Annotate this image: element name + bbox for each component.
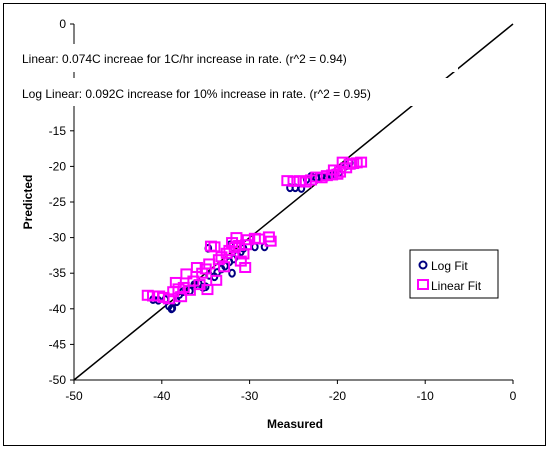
linear-fit-point — [220, 247, 233, 259]
x-tick-label: -10 — [417, 389, 435, 403]
points-layer — [141, 156, 368, 314]
linear-fit-point — [293, 175, 306, 187]
log-fit-point — [228, 268, 236, 278]
series-linear-fit — [141, 156, 368, 305]
y-tick-label: -40 — [49, 302, 67, 316]
legend-linear-fit-label: Linear Fit — [431, 279, 482, 293]
linear-fit-point — [218, 261, 231, 273]
x-tick-label: -50 — [65, 389, 83, 403]
linear-fit-point — [327, 164, 340, 176]
y-tick-label: -20 — [49, 159, 67, 173]
linear-fit-point — [177, 281, 190, 293]
y-tick-label: -25 — [49, 195, 67, 209]
chart-frame — [3, 3, 546, 446]
y-tick-label: -15 — [49, 124, 67, 138]
y-tick-label: -30 — [49, 231, 67, 245]
annotation-layer: Linear: 0.074C increae for 1C/hr increas… — [18, 44, 458, 106]
x-tick-label: 0 — [510, 389, 517, 403]
linear-fit-point — [230, 232, 243, 244]
linear-fit-point — [180, 268, 193, 280]
linear-fit-point — [208, 241, 221, 253]
legend-log-fit-label: Log Fit — [431, 259, 468, 273]
annotation-bg-2 — [18, 78, 458, 106]
x-tick-label: -40 — [153, 389, 171, 403]
linear-fit-point — [355, 156, 368, 168]
y-axis-label: Predicted — [21, 175, 35, 230]
annotation-bg-1 — [18, 44, 458, 72]
linear-fit-point — [201, 284, 214, 296]
linear-fit-point — [264, 235, 277, 247]
x-tick-label: -20 — [329, 389, 347, 403]
annotation-log-linear: Log Linear: 0.092C increase for 10% incr… — [22, 87, 371, 101]
linear-fit-point — [287, 175, 300, 187]
one-to-one-line — [73, 23, 514, 381]
y-tick-label: 0 — [59, 17, 66, 31]
y-tick-label: -35 — [49, 266, 67, 280]
linear-fit-point — [210, 274, 223, 286]
legend-linear-fit-marker — [417, 279, 429, 290]
x-axis-label: Measured — [267, 417, 323, 431]
legend-log-fit-marker — [418, 260, 428, 270]
linear-fit-point — [239, 262, 252, 274]
y-tick-label: -45 — [49, 337, 67, 351]
linear-fit-point — [281, 175, 294, 187]
annotation-linear: Linear: 0.074C increae for 1C/hr increas… — [22, 52, 347, 66]
linear-fit-point — [241, 234, 254, 246]
log-fit-point — [168, 303, 177, 313]
x-tick-label: -30 — [241, 389, 259, 403]
reference-line-layer — [73, 23, 514, 381]
y-tick-label: -50 — [49, 373, 67, 387]
legend: Log Fit Linear Fit — [409, 249, 499, 299]
